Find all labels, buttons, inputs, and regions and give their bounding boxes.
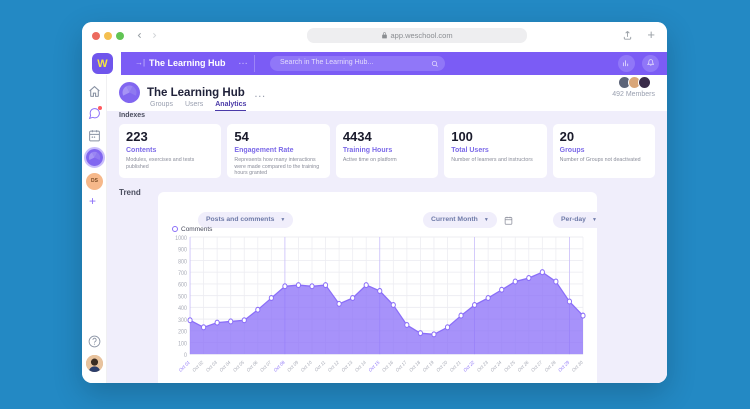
svg-text:Oct 09: Oct 09 (287, 359, 300, 373)
svg-text:Oct 10: Oct 10 (300, 359, 313, 373)
svg-text:Oct 29: Oct 29 (558, 359, 571, 373)
svg-text:700: 700 (178, 271, 187, 277)
svg-text:Oct 17: Oct 17 (395, 359, 408, 373)
svg-text:400: 400 (178, 306, 187, 312)
svg-text:Oct 08: Oct 08 (273, 359, 286, 373)
svg-text:Oct 25: Oct 25 (503, 359, 516, 373)
svg-text:Oct 30: Oct 30 (571, 359, 584, 373)
svg-text:Oct 12: Oct 12 (327, 359, 340, 373)
svg-text:Oct 22: Oct 22 (463, 359, 476, 373)
svg-text:Oct 23: Oct 23 (476, 359, 489, 373)
svg-text:Oct 07: Oct 07 (259, 359, 272, 373)
svg-text:Oct 24: Oct 24 (490, 359, 503, 373)
svg-text:Oct 20: Oct 20 (436, 359, 449, 373)
svg-text:Oct 14: Oct 14 (354, 359, 367, 373)
svg-text:Oct 19: Oct 19 (422, 359, 435, 373)
svg-text:Oct 18: Oct 18 (409, 359, 422, 373)
svg-text:800: 800 (178, 259, 187, 265)
svg-text:Oct 05: Oct 05 (232, 359, 245, 373)
svg-text:Oct 26: Oct 26 (517, 359, 530, 373)
svg-text:300: 300 (178, 318, 187, 324)
svg-text:Oct 06: Oct 06 (246, 359, 259, 373)
svg-text:500: 500 (178, 294, 187, 300)
svg-text:Oct 15: Oct 15 (368, 359, 381, 373)
svg-text:200: 200 (178, 329, 187, 335)
svg-text:Oct 28: Oct 28 (544, 359, 557, 373)
svg-text:Oct 16: Oct 16 (381, 359, 394, 373)
svg-text:Oct 03: Oct 03 (205, 359, 218, 373)
svg-text:Oct 13: Oct 13 (341, 359, 354, 373)
svg-text:100: 100 (178, 341, 187, 347)
svg-text:0: 0 (184, 353, 187, 359)
svg-text:Oct 21: Oct 21 (449, 359, 462, 373)
svg-text:1000: 1000 (175, 236, 187, 242)
svg-text:Oct 27: Oct 27 (530, 359, 543, 373)
svg-text:900: 900 (178, 247, 187, 253)
svg-text:Oct 11: Oct 11 (314, 359, 327, 373)
svg-text:Oct 02: Oct 02 (192, 359, 205, 373)
svg-text:600: 600 (178, 282, 187, 288)
svg-text:Oct 01: Oct 01 (178, 359, 191, 373)
svg-text:Oct 04: Oct 04 (219, 359, 232, 373)
